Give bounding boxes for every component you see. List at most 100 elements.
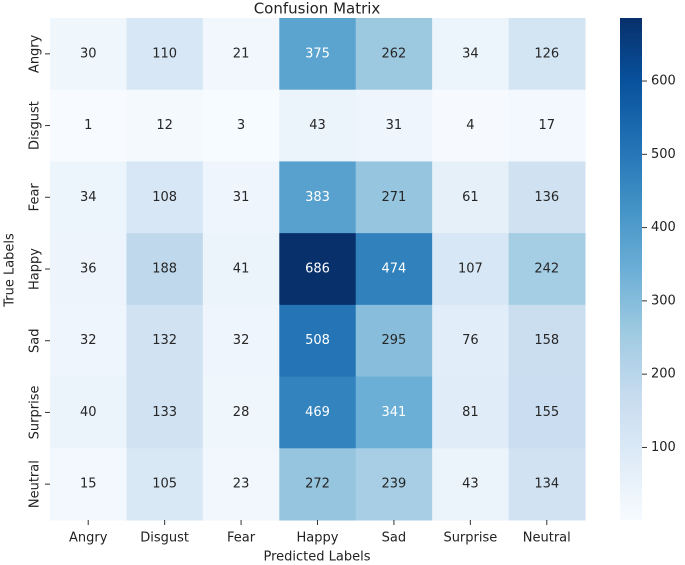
cell-label: 107 — [458, 262, 483, 277]
cell-label: 12 — [156, 118, 173, 133]
heatmap-cell — [126, 376, 204, 449]
heatmap-cell — [50, 448, 127, 521]
cell-label: 375 — [305, 46, 330, 61]
colorbar-tick-label: 500 — [651, 147, 676, 162]
cell-label: 43 — [462, 477, 479, 492]
cell-label: 34 — [80, 190, 97, 205]
heatmap-cell — [202, 448, 280, 521]
cell-label: 76 — [462, 333, 479, 348]
heatmap-cell — [508, 89, 586, 162]
heatmap-cell — [279, 18, 357, 91]
heatmap-cell — [508, 448, 586, 521]
colorbar-tick-label: 400 — [651, 220, 676, 235]
cell-label: 23 — [233, 477, 250, 492]
cell-label: 136 — [534, 190, 559, 205]
y-tick-label: Neutral — [28, 460, 43, 508]
heatmap-cell — [432, 18, 510, 91]
heatmap-cell — [432, 233, 510, 306]
cell-label: 341 — [382, 405, 407, 420]
heatmap-cell — [432, 448, 510, 521]
cell-label: 43 — [309, 118, 326, 133]
cell-label: 3 — [237, 118, 245, 133]
heatmap-cell — [126, 89, 204, 162]
heatmap-cell — [50, 233, 127, 306]
cell-label: 158 — [534, 333, 559, 348]
heatmap-cell — [50, 161, 127, 234]
heatmap-cell — [355, 89, 433, 162]
heatmap-cell — [50, 304, 127, 378]
cell-label: 32 — [233, 333, 250, 348]
heatmap-cell — [355, 161, 433, 234]
heatmap-cell — [355, 233, 433, 306]
x-axis-label: Predicted Labels — [263, 550, 370, 565]
chart-title: Confusion Matrix — [254, 0, 381, 18]
heatmap-cell — [126, 304, 204, 378]
heatmap-cell — [508, 161, 586, 234]
heatmap-cell — [355, 18, 433, 91]
colorbar-tick-label: 300 — [651, 293, 676, 308]
cell-label: 41 — [233, 262, 250, 277]
cell-label: 31 — [386, 118, 403, 133]
heatmap-cell — [432, 161, 510, 234]
colorbar-tick-label: 200 — [651, 367, 676, 382]
heatmap-cell — [279, 304, 357, 378]
x-tick-label: Happy — [297, 531, 339, 546]
heatmap-cell — [508, 376, 586, 449]
y-tick-label: Sad — [28, 328, 43, 352]
heatmap-cell — [202, 304, 280, 378]
heatmap-cell — [202, 233, 280, 306]
cell-label: 31 — [233, 190, 250, 205]
cell-label: 686 — [305, 262, 330, 277]
heatmap-cell — [355, 448, 433, 521]
heatmap-cell — [279, 233, 357, 306]
heatmap-cell — [508, 18, 586, 91]
heatmap-cell — [279, 89, 357, 162]
cell-label: 4 — [466, 118, 474, 133]
cell-label: 61 — [462, 190, 479, 205]
cell-label: 36 — [80, 262, 97, 277]
cell-label: 295 — [382, 333, 407, 348]
heatmap-cell — [50, 376, 127, 449]
heatmap-cell — [432, 89, 510, 162]
x-tick-label: Disgust — [140, 531, 189, 546]
colorbar-tick-label: 600 — [651, 74, 676, 89]
x-tick-label: Surprise — [443, 531, 497, 546]
cell-label: 81 — [462, 405, 479, 420]
x-tick-label: Fear — [227, 531, 256, 546]
cell-label: 28 — [233, 405, 250, 420]
cell-label: 239 — [382, 477, 407, 492]
cell-label: 134 — [534, 477, 559, 492]
cell-label: 132 — [152, 333, 177, 348]
heatmap-cell — [279, 161, 357, 234]
cell-label: 262 — [382, 46, 407, 61]
heatmap-cell — [279, 448, 357, 521]
cell-label: 133 — [152, 405, 177, 420]
x-tick-label: Sad — [382, 531, 406, 546]
y-tick-label: Happy — [28, 248, 43, 290]
cell-label: 469 — [305, 405, 330, 420]
heatmap-cell — [50, 89, 127, 162]
y-tick-label: Angry — [28, 34, 43, 73]
cell-label: 32 — [80, 333, 97, 348]
cell-label: 30 — [80, 46, 97, 61]
cell-label: 271 — [382, 190, 407, 205]
cell-label: 188 — [152, 262, 177, 277]
cell-label: 474 — [382, 262, 407, 277]
heatmap-cell — [508, 304, 586, 378]
heatmap-cell — [126, 233, 204, 306]
heatmap-cell — [202, 18, 280, 91]
x-tick-label: Neutral — [523, 531, 571, 546]
cell-label: 105 — [152, 477, 177, 492]
y-tick-label: Disgust — [28, 101, 43, 150]
cell-label: 40 — [80, 405, 97, 420]
colorbar — [620, 18, 642, 520]
heatmap-cell — [432, 376, 510, 449]
cell-label: 1 — [84, 118, 92, 133]
cell-label: 272 — [305, 477, 330, 492]
cell-label: 155 — [534, 405, 559, 420]
cell-label: 34 — [462, 46, 479, 61]
heatmap-cell — [126, 18, 204, 91]
y-axis-label: True Labels — [3, 233, 18, 308]
heatmap-cell — [432, 304, 510, 378]
